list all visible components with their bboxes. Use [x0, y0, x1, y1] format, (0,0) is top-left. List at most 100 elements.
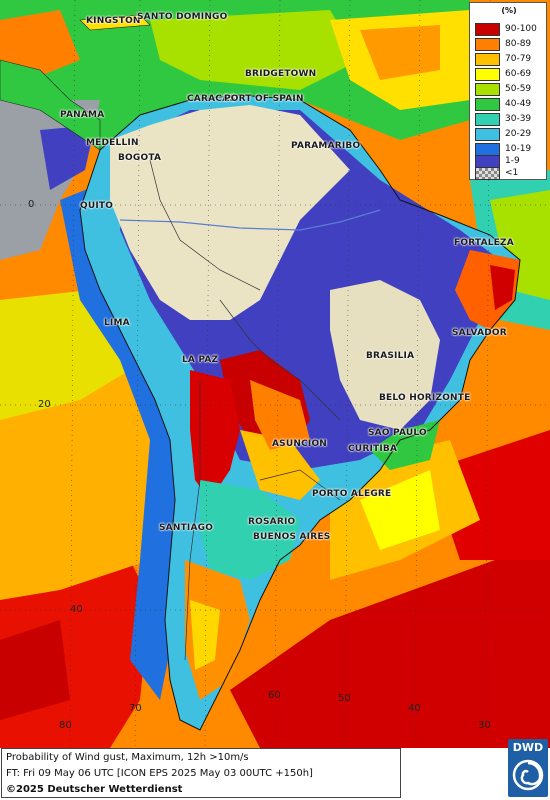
paraguay-orange-zone [250, 380, 310, 450]
city-label-salvador: SALVADOR [452, 328, 507, 338]
city-label-port-of-spain: PORT OF SPAIN [224, 94, 304, 104]
footer-forecast-time: FT: Fri 09 May 06 UTC [ICON EPS 2025 May… [6, 768, 313, 779]
border-line-2 [219, 299, 341, 421]
amazon-river [119, 209, 381, 231]
legend-label: 60-69 [505, 69, 532, 79]
legend-row-50-59: 50-59 [475, 83, 545, 96]
south-atlantic-red-zone [230, 540, 550, 748]
pacific-orange-zone [0, 360, 160, 600]
legend-row-90-100: 90-100 [475, 23, 545, 36]
legend-swatch [475, 98, 500, 111]
legend-label: 90-100 [505, 24, 537, 34]
patagonia-yellow-patch [190, 600, 220, 670]
city-label-medellin: MEDELLIN [86, 138, 139, 148]
pampas-cyan-zone [200, 480, 300, 580]
footer-product-title: Probability of Wind gust, Maximum, 12h >… [6, 752, 249, 763]
grid-label-lon-60: 60 [268, 690, 281, 701]
legend-row-10-19: 10-19 [475, 143, 545, 156]
map-canvas [0, 0, 550, 748]
legend-row-20-29: 20-29 [475, 128, 545, 141]
north-atlantic-orange-patch [360, 25, 440, 80]
city-label-sao-paulo: SAO PAULO [368, 428, 427, 438]
legend-label: 30-39 [505, 114, 532, 124]
grid-label-lat-0: 0 [28, 199, 35, 210]
legend-row-70-79: 70-79 [475, 53, 545, 66]
grid-label-lon-80: 80 [59, 720, 72, 731]
northeast-brazil-red-patch [490, 265, 515, 310]
probability-map: 0 20 40 80 70 60 50 40 30 KINGSTON SANTO… [0, 0, 550, 748]
city-label-la-paz: LA PAZ [182, 355, 219, 365]
legend-swatch [475, 23, 500, 36]
city-label-rosario: ROSARIO [248, 517, 296, 527]
city-label-santiago: SANTIAGO [159, 523, 214, 533]
legend-label: 80-89 [505, 39, 532, 49]
city-label-belo-horizonte: BELO HORIZONTE [379, 393, 471, 403]
city-label-santo-domingo: SANTO DOMINGO [137, 12, 228, 22]
pacific-blue-patch [40, 125, 95, 190]
legend-row-40-49: 40-49 [475, 98, 545, 111]
dwd-logo-text: DWD [512, 741, 544, 754]
grid-label-lon-30: 30 [478, 720, 491, 731]
border-line-3 [184, 380, 201, 661]
city-label-buenos-aires: BUENOS AIRES [253, 532, 331, 542]
legend-title: (%) [501, 6, 517, 15]
footer: Probability of Wind gust, Maximum, 12h >… [0, 748, 550, 800]
south-america-coastline [79, 94, 521, 731]
grid-label-lat-40: 40 [70, 604, 83, 615]
andes-red-zone [190, 370, 240, 500]
grid-label-lon-70: 70 [129, 703, 142, 714]
legend-label: 20-29 [505, 129, 532, 139]
legend-swatch [475, 68, 500, 81]
legend-swatch [475, 113, 500, 126]
east-coast-lime-zone [490, 190, 550, 300]
legend-label: 1-9 [505, 156, 520, 166]
city-label-bogota: BOGOTA [118, 153, 162, 163]
interior-beige-zone-north [110, 105, 350, 320]
city-label-caracas: CARACAS [187, 94, 236, 104]
city-label-brasilia: BRASILIA [366, 351, 415, 361]
legend-label: 70-79 [505, 54, 532, 64]
border-line-1 [149, 159, 261, 291]
footer-credit: ©2025 Deutscher Wetterdienst [6, 784, 183, 795]
city-label-lima: LIMA [104, 318, 130, 328]
grid-label-lon-40: 40 [408, 703, 421, 714]
city-label-panama: PANAMA [60, 110, 105, 120]
city-label-quito: QUITO [80, 201, 114, 211]
legend-swatch [475, 167, 500, 180]
legend-label: 50-59 [505, 84, 532, 94]
pacific-coast-blue-band [60, 180, 180, 700]
border-line-4 [259, 469, 341, 501]
city-label-curitiba: CURITIBA [348, 444, 398, 454]
legend-label: <1 [505, 168, 519, 178]
legend-row-80-89: 80-89 [475, 38, 545, 51]
grid-label-lon-50: 50 [338, 693, 351, 704]
interior-beige-zone-east [330, 280, 440, 430]
legend-swatch [475, 128, 500, 141]
dwd-swirl-icon [512, 759, 544, 791]
legend-row-30-39: 30-39 [475, 113, 545, 126]
legend-label: 10-19 [505, 144, 532, 154]
caribbean-lime-zone [150, 10, 360, 90]
atlantic-bright-yellow-patch [360, 470, 440, 550]
grid-label-lat-20: 20 [38, 399, 51, 410]
legend-swatch [475, 38, 500, 51]
color-legend: (%) 90-100 80-89 70-79 60-69 50-59 40-49… [469, 2, 547, 180]
northwest-orange-zone [0, 10, 80, 80]
city-label-kingston: KINGSTON [86, 16, 141, 26]
dwd-logo: DWD [508, 739, 548, 797]
caribbean-islands [79, 14, 151, 31]
pacific-dark-red-patch [0, 620, 70, 720]
legend-swatch [475, 83, 500, 96]
legend-row-60-69: 60-69 [475, 68, 545, 81]
city-label-porto-alegre: PORTO ALEGRE [312, 489, 392, 499]
city-label-bridgetown: BRIDGETOWN [245, 69, 317, 79]
city-label-fortaleza: FORTALEZA [454, 238, 514, 248]
city-label-asuncion: ASUNCION [272, 439, 328, 449]
legend-row-below-1: <1 [475, 167, 545, 180]
legend-label: 40-49 [505, 99, 532, 109]
city-label-paramaribo: PARAMARIBO [291, 141, 361, 151]
lat-lon-grid [0, 0, 550, 748]
footer-info-box: Probability of Wind gust, Maximum, 12h >… [1, 748, 401, 798]
chaco-yellow-zone [240, 430, 320, 500]
legend-swatch [475, 53, 500, 66]
